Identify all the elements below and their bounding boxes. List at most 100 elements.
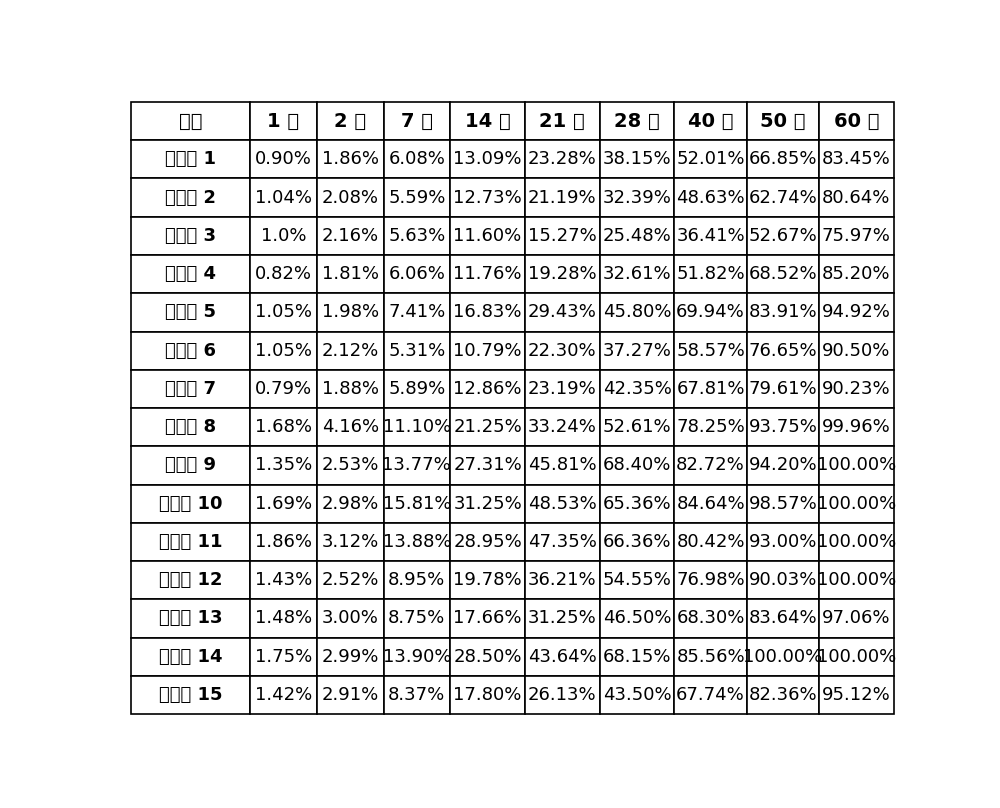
Text: 52.67%: 52.67% bbox=[749, 227, 817, 245]
Text: 1.05%: 1.05% bbox=[255, 303, 312, 322]
Bar bbox=[819, 217, 894, 255]
Text: 32.39%: 32.39% bbox=[603, 188, 671, 207]
Text: 2.16%: 2.16% bbox=[322, 227, 379, 245]
Text: 实施例 9: 实施例 9 bbox=[165, 457, 216, 474]
Bar bbox=[450, 408, 525, 446]
Bar bbox=[674, 331, 747, 370]
Text: 实施例 11: 实施例 11 bbox=[159, 533, 222, 551]
Bar bbox=[317, 293, 384, 331]
Bar bbox=[384, 141, 450, 179]
Bar bbox=[600, 179, 674, 217]
Bar bbox=[600, 675, 674, 714]
Text: 15.27%: 15.27% bbox=[528, 227, 597, 245]
Bar bbox=[525, 600, 600, 638]
Text: 94.20%: 94.20% bbox=[749, 457, 817, 474]
Text: 94.92%: 94.92% bbox=[822, 303, 891, 322]
Bar bbox=[747, 102, 819, 141]
Bar bbox=[600, 293, 674, 331]
Text: 51.82%: 51.82% bbox=[676, 265, 745, 283]
Bar bbox=[674, 217, 747, 255]
Text: 68.30%: 68.30% bbox=[676, 609, 745, 628]
Bar bbox=[747, 370, 819, 408]
Text: 28 天: 28 天 bbox=[614, 112, 660, 131]
Bar bbox=[384, 523, 450, 561]
Text: 68.15%: 68.15% bbox=[603, 648, 671, 666]
Text: 1.69%: 1.69% bbox=[255, 494, 312, 513]
Bar bbox=[674, 561, 747, 600]
Bar bbox=[600, 370, 674, 408]
Text: 12.86%: 12.86% bbox=[453, 380, 522, 398]
Text: 13.88%: 13.88% bbox=[383, 533, 451, 551]
Bar bbox=[317, 446, 384, 485]
Text: 22.30%: 22.30% bbox=[528, 342, 597, 360]
Bar bbox=[819, 179, 894, 217]
Bar bbox=[819, 141, 894, 179]
Text: 50 天: 50 天 bbox=[760, 112, 806, 131]
Text: 7.41%: 7.41% bbox=[388, 303, 445, 322]
Bar bbox=[747, 255, 819, 293]
Text: 2.99%: 2.99% bbox=[321, 648, 379, 666]
Text: 75.97%: 75.97% bbox=[822, 227, 891, 245]
Bar bbox=[525, 675, 600, 714]
Bar bbox=[450, 141, 525, 179]
Text: 28.50%: 28.50% bbox=[453, 648, 522, 666]
Bar bbox=[384, 255, 450, 293]
Text: 2.52%: 2.52% bbox=[321, 571, 379, 589]
Text: 17.66%: 17.66% bbox=[453, 609, 522, 628]
Text: 78.25%: 78.25% bbox=[676, 419, 745, 436]
Text: 79.61%: 79.61% bbox=[749, 380, 817, 398]
Bar bbox=[600, 523, 674, 561]
Text: 1.86%: 1.86% bbox=[255, 533, 312, 551]
Text: 0.90%: 0.90% bbox=[255, 150, 312, 168]
Bar bbox=[384, 600, 450, 638]
Text: 100.00%: 100.00% bbox=[817, 533, 896, 551]
Text: 6.06%: 6.06% bbox=[388, 265, 445, 283]
Text: 10.79%: 10.79% bbox=[453, 342, 522, 360]
Text: 48.53%: 48.53% bbox=[528, 494, 597, 513]
Bar bbox=[131, 293, 250, 331]
Text: 100.00%: 100.00% bbox=[743, 648, 823, 666]
Bar bbox=[131, 600, 250, 638]
Bar bbox=[450, 561, 525, 600]
Text: 实施例 1: 实施例 1 bbox=[165, 150, 216, 168]
Text: 58.57%: 58.57% bbox=[676, 342, 745, 360]
Text: 5.31%: 5.31% bbox=[388, 342, 445, 360]
Bar bbox=[525, 102, 600, 141]
Bar bbox=[250, 600, 317, 638]
Bar bbox=[131, 446, 250, 485]
Text: 76.65%: 76.65% bbox=[749, 342, 817, 360]
Text: 实施例 3: 实施例 3 bbox=[165, 227, 216, 245]
Text: 13.77%: 13.77% bbox=[382, 457, 451, 474]
Bar bbox=[600, 485, 674, 523]
Text: 43.50%: 43.50% bbox=[603, 686, 671, 704]
Text: 1.0%: 1.0% bbox=[261, 227, 306, 245]
Text: 11.60%: 11.60% bbox=[453, 227, 522, 245]
Text: 69.94%: 69.94% bbox=[676, 303, 745, 322]
Bar bbox=[747, 331, 819, 370]
Bar bbox=[317, 179, 384, 217]
Bar bbox=[525, 217, 600, 255]
Text: 样品: 样品 bbox=[179, 112, 202, 131]
Text: 46.50%: 46.50% bbox=[603, 609, 671, 628]
Bar bbox=[819, 485, 894, 523]
Text: 实施例 7: 实施例 7 bbox=[165, 380, 216, 398]
Bar bbox=[384, 485, 450, 523]
Text: 99.96%: 99.96% bbox=[822, 419, 891, 436]
Bar bbox=[131, 255, 250, 293]
Text: 48.63%: 48.63% bbox=[676, 188, 745, 207]
Bar bbox=[250, 217, 317, 255]
Bar bbox=[747, 217, 819, 255]
Text: 13.90%: 13.90% bbox=[383, 648, 451, 666]
Bar bbox=[674, 179, 747, 217]
Bar bbox=[384, 102, 450, 141]
Bar bbox=[747, 141, 819, 179]
Text: 21 天: 21 天 bbox=[539, 112, 585, 131]
Text: 67.74%: 67.74% bbox=[676, 686, 745, 704]
Text: 54.55%: 54.55% bbox=[603, 571, 671, 589]
Text: 100.00%: 100.00% bbox=[817, 648, 896, 666]
Text: 83.45%: 83.45% bbox=[822, 150, 891, 168]
Text: 85.20%: 85.20% bbox=[822, 265, 891, 283]
Bar bbox=[525, 255, 600, 293]
Bar bbox=[600, 217, 674, 255]
Text: 21.25%: 21.25% bbox=[453, 419, 522, 436]
